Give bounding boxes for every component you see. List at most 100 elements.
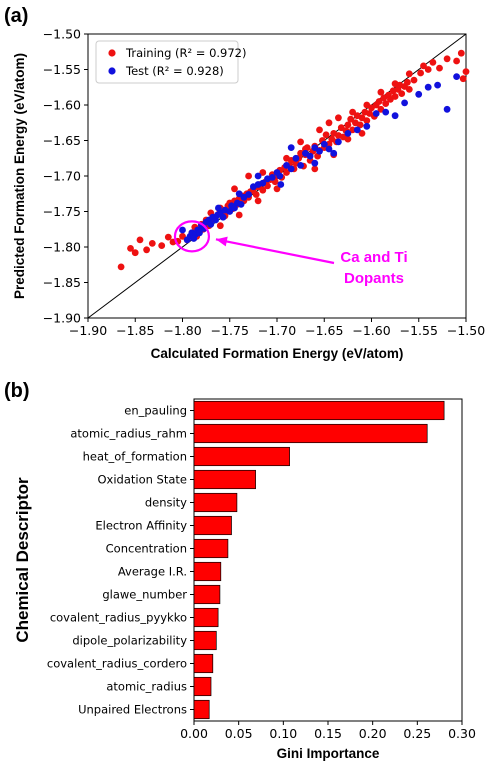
- test-point: [330, 149, 338, 157]
- test-point: [401, 99, 408, 107]
- bar: [193, 515, 232, 536]
- category-axis: en_pauling atomic_radius_rahm heat_of_form…: [47, 404, 194, 717]
- training-point: [453, 57, 460, 65]
- y-tick-label: −1.85: [43, 275, 81, 290]
- x-tick-label: 0.10: [269, 726, 297, 741]
- panel-label-b: (b): [4, 380, 30, 402]
- bar-panel: (b) en_pauling atomic_radius_rahm heat_of_…: [4, 380, 476, 761]
- test-point: [283, 162, 290, 169]
- test-point: [335, 138, 342, 146]
- test-point: [277, 181, 285, 188]
- y-tick-label: −1.55: [43, 62, 81, 77]
- test-point: [311, 159, 319, 167]
- x-axis-title: Calculated Formation Energy (eV/atom): [151, 346, 404, 361]
- training-point: [363, 101, 371, 109]
- test-point: [287, 144, 295, 152]
- test-point: [235, 190, 243, 198]
- training-point: [254, 197, 262, 205]
- training-point: [216, 222, 224, 230]
- training-point: [349, 126, 356, 134]
- annotation-arrowhead: [215, 236, 228, 247]
- test-point: [344, 130, 352, 137]
- training-point: [164, 233, 172, 241]
- y-axis: −1.50 −1.55 −1.60 −1.65 −1.70 −1.75 −1.80 −1.85…: [43, 27, 88, 326]
- training-point: [127, 245, 134, 252]
- training-point: [283, 154, 290, 162]
- bar: [193, 446, 290, 467]
- bar: [193, 699, 210, 720]
- training-point: [459, 75, 467, 83]
- legend-label-test: Test (R² = 0.928): [125, 64, 224, 78]
- x-tick-label: −1.50: [447, 323, 485, 338]
- test-point: [311, 144, 319, 152]
- x-tick-label: −1.65: [305, 323, 343, 338]
- training-point: [375, 98, 383, 105]
- training-point: [316, 126, 323, 134]
- category-label: heat_of_formation: [83, 450, 187, 464]
- category-label: Oxidation State: [97, 473, 187, 487]
- x-tick-label: −1.85: [116, 323, 154, 338]
- scatter-points: [117, 49, 470, 271]
- test-point: [276, 172, 284, 180]
- test-point: [259, 179, 267, 187]
- training-point: [259, 169, 267, 176]
- training-point: [259, 186, 267, 194]
- training-point: [356, 121, 364, 129]
- test-point: [363, 122, 371, 130]
- test-point: [207, 220, 215, 228]
- training-point: [148, 240, 156, 247]
- x-tick-label: 0.30: [448, 726, 476, 741]
- y-tick-label: −1.75: [43, 204, 81, 219]
- test-point: [231, 204, 238, 212]
- training-point: [410, 76, 418, 84]
- legend-marker-training: [108, 49, 116, 57]
- annotation-line-2: Dopants: [344, 270, 404, 287]
- legend-label-training: Training (R² = 0.972): [125, 46, 246, 60]
- x-tick-label: 0.00: [180, 726, 208, 741]
- test-point: [434, 81, 441, 89]
- category-label: Electron Affinity: [95, 519, 187, 533]
- test-point: [237, 201, 245, 208]
- test-point: [306, 152, 314, 160]
- x-tick-label: −1.90: [69, 323, 107, 338]
- training-point: [424, 66, 432, 73]
- y-tick-label: −1.50: [43, 27, 81, 42]
- training-point: [405, 70, 413, 78]
- test-point: [316, 147, 323, 155]
- test-point: [219, 213, 227, 221]
- y-tick-label: −1.80: [43, 240, 81, 255]
- training-point: [382, 100, 390, 107]
- test-point: [196, 229, 203, 237]
- x-tick-label: 0.25: [403, 726, 431, 741]
- test-point: [453, 73, 460, 80]
- bar: [193, 400, 445, 421]
- test-point: [353, 126, 361, 134]
- y-axis-title: Predicted Formation Energy (eV/atom): [12, 53, 27, 299]
- dopant-highlight-circle: [173, 220, 211, 253]
- annotation-line-1: Ca and Ti: [340, 249, 407, 266]
- training-point: [347, 115, 355, 123]
- test-point: [215, 204, 222, 212]
- bar: [193, 538, 229, 559]
- legend-box: [95, 40, 239, 84]
- test-point: [245, 191, 253, 198]
- training-point: [131, 249, 139, 257]
- bars: [193, 400, 445, 720]
- test-point: [382, 108, 390, 116]
- training-point: [344, 121, 352, 129]
- x-tick-label: −1.60: [352, 323, 390, 338]
- x-axis: 0.00 0.05 0.10 0.15 0.20 0.25 0.30: [180, 721, 476, 741]
- y-tick-label: −1.65: [43, 133, 81, 148]
- training-point: [457, 49, 465, 57]
- test-point: [372, 110, 380, 117]
- training-point: [429, 59, 437, 66]
- x-tick-label: −1.70: [258, 323, 296, 338]
- training-point: [179, 232, 186, 240]
- training-point: [443, 55, 451, 63]
- training-point: [158, 242, 166, 250]
- training-point: [325, 140, 333, 148]
- bar: [193, 492, 238, 513]
- training-point: [297, 138, 304, 146]
- x-tick-label: 0.20: [359, 726, 387, 741]
